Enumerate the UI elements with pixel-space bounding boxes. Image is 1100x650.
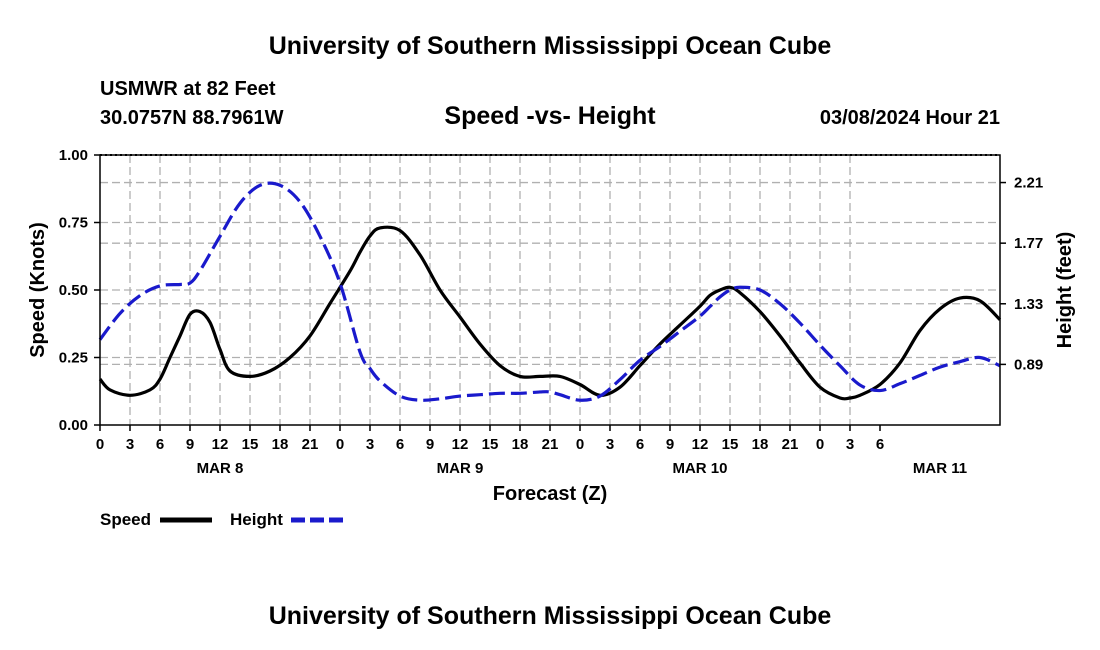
y-right-tick-label: 0.89 (1014, 356, 1043, 373)
x-tick-label: 21 (542, 436, 559, 453)
x-tick-label: 12 (212, 436, 229, 453)
x-tick-label: 15 (482, 436, 499, 453)
y-right-tick-label: 2.21 (1014, 175, 1043, 192)
x-tick-label: 0 (336, 436, 344, 453)
x-tick-label: 9 (426, 436, 434, 453)
series-lines (98, 181, 1002, 402)
x-tick-label: 6 (156, 436, 164, 453)
y-left-tick-label: 0.75 (59, 215, 88, 232)
location-label: 30.0757N 88.7961W (100, 107, 284, 129)
x-tick-label: 12 (452, 436, 469, 453)
x-day-label: MAR 8 (197, 460, 244, 477)
axis-ticks: 0 3 6 9 12 15 18 21 0 3 6 9 12 15 18 21 0 3 6 9 12 15 18 21 0 3 6 M… (59, 147, 1043, 477)
y-axis-label-right: Height (feet) (1054, 232, 1076, 349)
series-line-speed (98, 225, 1002, 401)
x-tick-label: 12 (692, 436, 709, 453)
footer-title: University of Southern Mississippi Ocean… (269, 602, 832, 630)
grid-lines (100, 155, 1000, 425)
x-axis-label: Forecast (Z) (493, 483, 607, 505)
x-tick-label: 6 (636, 436, 644, 453)
x-tick-label: 0 (816, 436, 824, 453)
x-day-label: MAR 9 (437, 460, 484, 477)
x-tick-label: 3 (126, 436, 134, 453)
y-left-tick-label: 0.25 (59, 350, 88, 367)
legend-label-height: Height (230, 510, 283, 529)
x-tick-label: 3 (606, 436, 614, 453)
x-tick-label: 15 (242, 436, 259, 453)
x-tick-label: 3 (366, 436, 374, 453)
date-label: 03/08/2024 Hour 21 (820, 107, 1000, 129)
chart-subtitle: Speed -vs- Height (444, 102, 656, 130)
x-day-label: MAR 11 (913, 460, 967, 477)
chart-title: University of Southern Mississippi Ocean… (269, 32, 832, 60)
x-tick-label: 21 (302, 436, 319, 453)
y-axis-label-left: Speed (Knots) (27, 222, 49, 358)
y-left-tick-label: 0.00 (59, 417, 88, 434)
x-tick-label: 18 (752, 436, 769, 453)
x-day-label: MAR 10 (672, 460, 727, 477)
x-tick-label: 3 (846, 436, 854, 453)
x-tick-label: 6 (396, 436, 404, 453)
x-tick-label: 21 (782, 436, 799, 453)
x-tick-label: 18 (272, 436, 289, 453)
x-tick-label: 18 (512, 436, 529, 453)
x-tick-label: 15 (722, 436, 739, 453)
y-left-tick-label: 1.00 (59, 147, 88, 164)
y-right-tick-label: 1.33 (1014, 296, 1043, 313)
y-right-tick-label: 1.77 (1014, 235, 1043, 252)
x-tick-label: 0 (96, 436, 104, 453)
x-tick-label: 9 (186, 436, 194, 453)
legend: Speed Height (100, 510, 343, 529)
y-left-tick-label: 0.50 (59, 282, 88, 299)
legend-label-speed: Speed (100, 510, 151, 529)
station-label: USMWR at 82 Feet (100, 78, 276, 100)
x-tick-label: 0 (576, 436, 584, 453)
x-tick-label: 6 (876, 436, 884, 453)
x-tick-label: 9 (666, 436, 674, 453)
